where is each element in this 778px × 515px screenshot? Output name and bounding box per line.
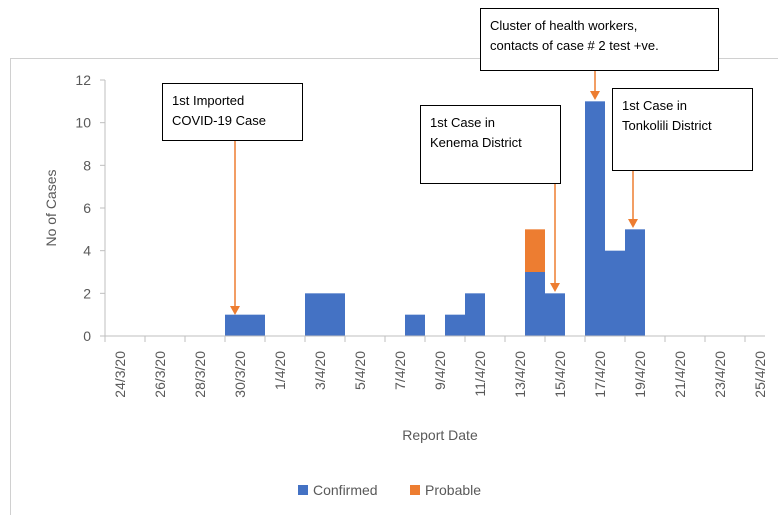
x-tick-label: 17/4/20	[592, 351, 608, 398]
bar	[465, 293, 485, 336]
x-tick-label: 7/4/20	[392, 351, 408, 390]
annotation-text: Cluster of health workers,	[490, 18, 637, 33]
annotation-box	[480, 8, 719, 71]
legend-swatch	[410, 485, 420, 495]
x-tick-label: 24/3/20	[112, 351, 128, 398]
legend-label: Confirmed	[313, 482, 378, 498]
x-tick-label: 26/3/20	[152, 351, 168, 398]
bar	[305, 293, 325, 336]
annotation-box	[420, 105, 561, 184]
x-tick-label: 28/3/20	[192, 351, 208, 398]
bar	[405, 314, 425, 336]
bar	[325, 293, 345, 336]
bar	[625, 229, 645, 336]
y-tick-label: 6	[83, 200, 91, 216]
annotation-text: 1st Imported	[172, 93, 244, 108]
y-tick-label: 0	[83, 328, 91, 344]
x-tick-label: 21/4/20	[672, 351, 688, 398]
y-tick-label: 2	[83, 285, 91, 301]
x-tick-label: 5/4/20	[352, 351, 368, 390]
x-tick-label: 25/4/20	[752, 351, 768, 398]
x-axis-label: Report Date	[402, 427, 478, 443]
bar	[605, 250, 625, 336]
x-tick-label: 19/4/20	[632, 351, 648, 398]
annotation-box	[162, 83, 303, 141]
x-tick-label: 9/4/20	[432, 351, 448, 390]
x-tick-label: 30/3/20	[232, 351, 248, 398]
x-tick-label: 1/4/20	[272, 351, 288, 390]
bar	[585, 101, 605, 336]
bar	[525, 229, 545, 272]
annotation-text: contacts of case # 2 test +ve.	[490, 38, 659, 53]
y-tick-label: 12	[75, 72, 91, 88]
y-tick-label: 8	[83, 157, 91, 173]
annotation-arrowhead	[230, 306, 240, 315]
bar	[525, 272, 545, 336]
x-tick-label: 15/4/20	[552, 351, 568, 398]
bar	[445, 314, 465, 336]
annotation-text: 1st Case in	[430, 115, 495, 130]
bar	[245, 314, 265, 336]
x-tick-label: 3/4/20	[312, 351, 328, 390]
x-tick-label: 13/4/20	[512, 351, 528, 398]
y-axis-label: No of Cases	[43, 169, 59, 246]
annotation-arrowhead	[550, 283, 560, 292]
bar	[225, 314, 245, 336]
annotation-text: 1st Case in	[622, 98, 687, 113]
annotation-text: Tonkolili District	[622, 118, 712, 133]
legend-swatch	[298, 485, 308, 495]
annotation-box	[612, 88, 753, 171]
annotation-text: Kenema District	[430, 135, 522, 150]
x-tick-label: 23/4/20	[712, 351, 728, 398]
annotation-arrowhead	[590, 91, 600, 100]
y-tick-label: 4	[83, 243, 91, 259]
y-tick-label: 10	[75, 115, 91, 131]
annotation-text: COVID-19 Case	[172, 113, 266, 128]
annotation-arrowhead	[628, 219, 638, 228]
legend-label: Probable	[425, 482, 481, 498]
x-tick-label: 11/4/20	[472, 351, 488, 397]
bar	[545, 293, 565, 336]
